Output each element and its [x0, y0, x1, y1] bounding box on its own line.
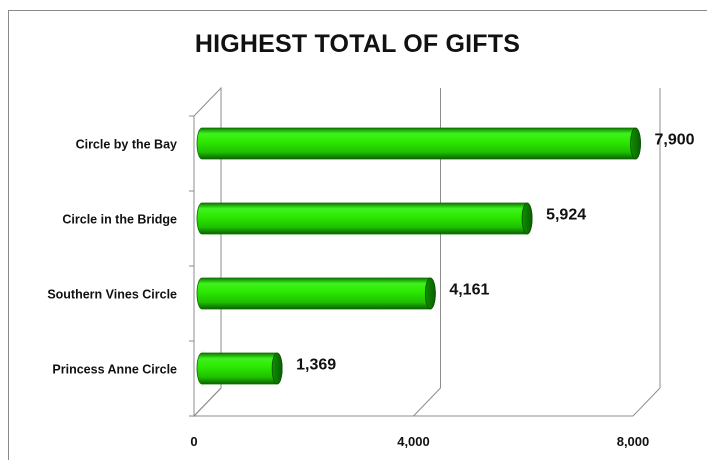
- bar: [196, 277, 436, 310]
- value-label: 7,900: [655, 132, 695, 149]
- bar-cap: [424, 277, 436, 310]
- bar-cap: [630, 127, 641, 160]
- bar: [196, 352, 283, 385]
- labels: 0 4,000 8,000 Circle by the Bay 7,900 Circle …: [47, 132, 694, 450]
- category-label: Circle in the Bridge: [62, 213, 177, 227]
- category-label: Circle by the Bay: [76, 138, 177, 152]
- value-label: 1,369: [296, 357, 336, 374]
- chart-border: [8, 10, 707, 460]
- bar: [196, 202, 533, 235]
- chart-title: HIGHEST TOTAL OF GIFTS: [194, 30, 521, 58]
- x-tick-label: 4,000: [397, 434, 430, 449]
- category-label: Princess Anne Circle: [52, 363, 177, 377]
- value-label: 5,924: [546, 207, 586, 224]
- category-label: Southern Vines Circle: [47, 288, 177, 302]
- bar-cap: [521, 202, 533, 235]
- bar-cap: [271, 352, 283, 385]
- bar: [196, 127, 641, 160]
- value-label: 4,161: [449, 282, 489, 299]
- floor-gridline: [193, 387, 222, 417]
- x-tick-label: 0: [190, 434, 197, 449]
- gridlines: [189, 86, 661, 418]
- x-tick-label: 8,000: [617, 434, 650, 449]
- floor-gridline: [632, 387, 661, 417]
- floor-gridline: [413, 387, 441, 417]
- bars: [196, 127, 641, 389]
